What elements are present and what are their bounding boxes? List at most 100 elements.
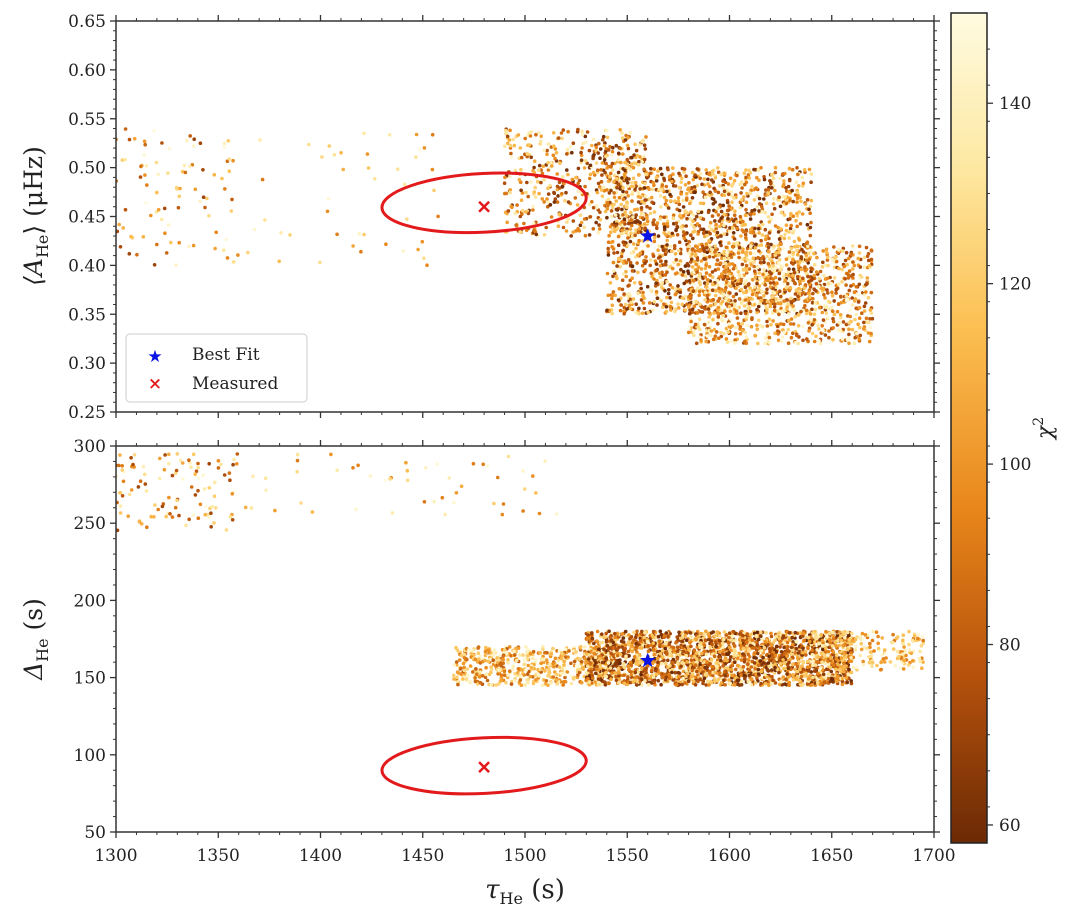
scatter-point bbox=[797, 286, 801, 291]
scatter-point bbox=[140, 522, 144, 526]
scatter-point bbox=[605, 215, 609, 220]
scatter-point bbox=[765, 278, 770, 283]
scatter-point bbox=[716, 308, 720, 313]
scatter-point bbox=[767, 317, 772, 322]
scatter-point bbox=[622, 305, 626, 310]
scatter-point bbox=[757, 287, 761, 292]
scatter-point bbox=[755, 676, 759, 680]
scatter-point bbox=[676, 199, 681, 203]
scatter-point bbox=[341, 167, 346, 172]
scatter-point bbox=[552, 144, 556, 148]
scatter-point bbox=[659, 187, 664, 192]
scatter-point bbox=[692, 333, 696, 338]
scatter-point bbox=[455, 675, 459, 679]
scatter-point bbox=[557, 212, 562, 217]
scatter-point bbox=[252, 227, 257, 232]
scatter-point bbox=[644, 255, 648, 259]
scatter-point bbox=[201, 168, 205, 172]
scatter-point bbox=[791, 273, 795, 278]
scatter-point bbox=[825, 276, 830, 281]
scatter-point bbox=[504, 680, 508, 685]
scatter-point bbox=[622, 243, 627, 247]
scatter-point bbox=[652, 167, 656, 171]
scatter-point bbox=[840, 337, 845, 341]
scatter-point bbox=[629, 300, 633, 305]
scatter-point bbox=[678, 251, 683, 256]
scatter-point bbox=[637, 306, 641, 311]
scatter-point bbox=[808, 295, 812, 299]
scatter-point bbox=[786, 184, 791, 189]
scatter-point bbox=[624, 178, 629, 182]
scatter-point bbox=[594, 145, 599, 150]
scatter-point bbox=[564, 190, 568, 195]
scatter-point bbox=[792, 308, 797, 313]
scatter-point bbox=[764, 234, 768, 239]
scatter-point bbox=[506, 141, 510, 146]
scatter-point bbox=[787, 312, 791, 316]
scatter-point bbox=[743, 311, 748, 316]
scatter-point bbox=[742, 660, 747, 664]
scatter-point bbox=[687, 279, 692, 283]
scatter-point bbox=[620, 278, 625, 283]
scatter-point bbox=[667, 676, 672, 680]
scatter-point bbox=[612, 195, 617, 200]
scatter-point bbox=[621, 197, 626, 202]
scatter-point bbox=[840, 682, 845, 687]
scatter-point bbox=[642, 154, 646, 159]
scatter-point bbox=[688, 217, 693, 221]
scatter-point bbox=[708, 304, 713, 308]
scatter-point bbox=[869, 248, 874, 252]
scatter-point bbox=[569, 681, 574, 686]
scatter-point bbox=[682, 281, 686, 286]
scatter-point bbox=[749, 244, 753, 248]
scatter-point bbox=[785, 281, 790, 286]
scatter-point bbox=[686, 251, 691, 256]
scatter-point bbox=[662, 302, 666, 307]
scatter-point bbox=[212, 494, 217, 499]
scatter-point bbox=[609, 188, 613, 193]
scatter-point bbox=[729, 648, 734, 653]
scatter-point bbox=[555, 682, 559, 686]
scatter-point bbox=[620, 228, 624, 233]
scatter-point bbox=[711, 298, 716, 302]
scatter-point bbox=[631, 297, 636, 301]
scatter-point bbox=[624, 190, 629, 194]
scatter-point bbox=[118, 491, 122, 495]
scatter-point bbox=[534, 232, 539, 237]
scatter-point bbox=[809, 317, 813, 321]
scatter-point bbox=[652, 239, 657, 244]
scatter-point bbox=[491, 653, 495, 657]
scatter-point bbox=[170, 473, 175, 478]
scatter-point bbox=[555, 200, 560, 204]
scatter-point bbox=[191, 513, 196, 517]
scatter-point bbox=[608, 281, 613, 285]
scatter-point bbox=[614, 143, 619, 148]
scatter-point bbox=[118, 504, 123, 508]
scatter-point bbox=[712, 327, 717, 332]
scatter-point bbox=[422, 500, 427, 504]
scatter-point bbox=[720, 299, 725, 304]
scatter-point bbox=[494, 683, 498, 687]
scatter-point bbox=[578, 213, 583, 217]
scatter-point bbox=[455, 680, 460, 684]
scatter-point bbox=[762, 294, 766, 298]
scatter-point bbox=[579, 220, 584, 225]
scatter-point bbox=[787, 278, 792, 282]
scatter-point bbox=[716, 190, 721, 195]
scatter-point bbox=[476, 645, 481, 649]
scatter-point bbox=[762, 260, 766, 265]
scatter-point bbox=[213, 246, 217, 251]
scatter-point bbox=[735, 226, 739, 231]
scatter-point bbox=[831, 326, 835, 330]
scatter-point bbox=[662, 215, 666, 220]
scatter-point bbox=[787, 230, 791, 234]
scatter-point bbox=[778, 289, 782, 294]
scatter-point bbox=[663, 289, 667, 293]
scatter-point bbox=[606, 293, 611, 298]
scatter-point bbox=[120, 464, 124, 468]
scatter-point bbox=[529, 180, 533, 184]
scatter-point bbox=[543, 650, 547, 655]
scatter-point bbox=[203, 512, 208, 517]
scatter-point bbox=[747, 289, 752, 293]
scatter-point bbox=[812, 273, 817, 278]
